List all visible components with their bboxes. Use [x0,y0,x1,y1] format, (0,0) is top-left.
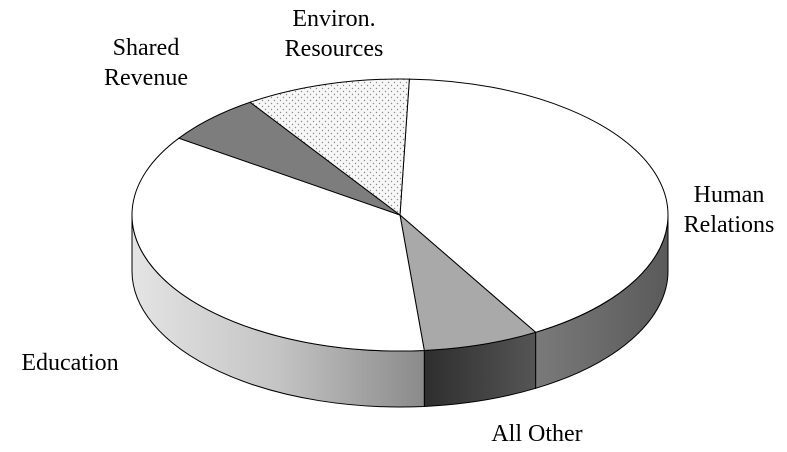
slice-label-all-other: All Other [491,421,582,447]
slice-label-line: Education [21,350,118,376]
slice-label-line: Relations [684,212,775,238]
slice-label-line: Shared [113,35,180,61]
slice-label-line: Resources [285,36,384,62]
pie-slice-environ-resources [249,78,410,216]
pie-slice-education [131,137,425,352]
pie-labels: Human Relations All Other Education Shared Re… [21,6,774,447]
pie-slice-human-relations [399,78,669,333]
slice-label-education: Education [21,350,118,376]
pie-tops [131,78,669,352]
slice-label-human-relations: Human Relations [684,182,775,238]
slice-label-line: Human [694,182,765,208]
slice-label-line: Environ. [292,6,375,32]
pie-sides [131,214,669,408]
slice-label-line: Revenue [104,65,188,91]
slice-label-line: All Other [491,421,582,447]
slice-label-environ-resources: Environ. Resources [285,6,384,62]
slice-label-shared-revenue: Shared Revenue [104,35,188,91]
pie-slice-all-other [399,213,537,351]
